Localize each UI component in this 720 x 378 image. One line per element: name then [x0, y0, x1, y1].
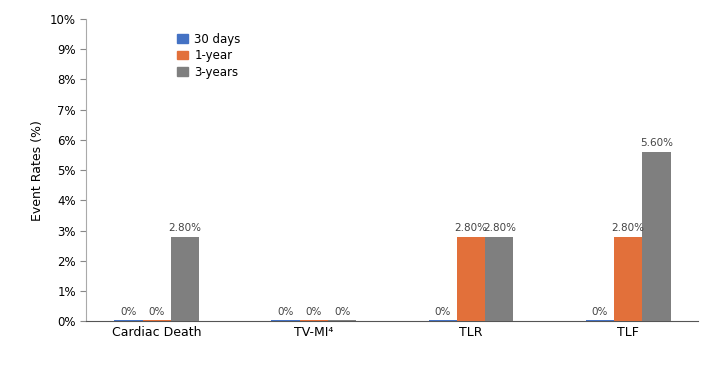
Text: 0%: 0%: [434, 307, 451, 317]
Text: 2.80%: 2.80%: [168, 223, 202, 233]
Y-axis label: Event Rates (%): Event Rates (%): [32, 120, 45, 220]
Text: 5.60%: 5.60%: [640, 138, 673, 148]
Text: 0%: 0%: [148, 307, 165, 317]
Bar: [485, 237, 513, 321]
Text: 0%: 0%: [120, 307, 137, 317]
Legend: 30 days, 1-year, 3-years: 30 days, 1-year, 3-years: [172, 28, 246, 84]
Text: 0%: 0%: [277, 307, 294, 317]
Bar: [642, 152, 670, 321]
Text: 0%: 0%: [334, 307, 351, 317]
Bar: [171, 237, 199, 321]
Bar: [614, 237, 642, 321]
Bar: [456, 237, 485, 321]
Text: 0%: 0%: [305, 307, 322, 317]
Text: 2.80%: 2.80%: [612, 223, 644, 233]
Text: 2.80%: 2.80%: [483, 223, 516, 233]
Text: 0%: 0%: [592, 307, 608, 317]
Text: 2.80%: 2.80%: [454, 223, 487, 233]
